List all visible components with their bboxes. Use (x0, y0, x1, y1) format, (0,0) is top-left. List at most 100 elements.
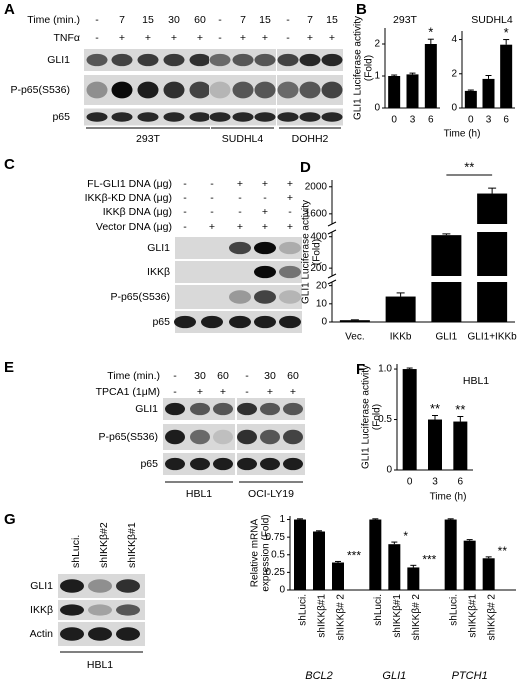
bar (388, 76, 401, 108)
bar (406, 74, 419, 108)
y-tick-label: 0.5 (271, 549, 285, 560)
blot-band (137, 53, 159, 67)
cell-line-label: HBL1 (87, 659, 113, 671)
time-value: - (218, 14, 222, 26)
y-tick-label: 1.0 (378, 364, 392, 375)
design-sign: - (263, 192, 267, 204)
blot-band (174, 315, 196, 329)
bar (431, 235, 462, 276)
x-tick-label: IKKb (390, 332, 412, 343)
x-tick-label: Vec. (345, 332, 364, 343)
bar (500, 44, 513, 108)
x-tick-label: 3 (432, 477, 438, 488)
x-tick-label: 0 (407, 477, 413, 488)
blot-band (299, 112, 321, 122)
time-value: 60 (217, 370, 229, 382)
axis-break (327, 229, 337, 235)
design-label: FL-GLI1 DNA (μg) (87, 178, 172, 190)
design-label: Vector DNA (μg) (96, 221, 172, 233)
x-tick-label: 0 (391, 115, 397, 126)
time-value: 15 (326, 14, 338, 26)
design-sign: + (209, 221, 215, 233)
treatment-sign: + (220, 386, 226, 398)
blot-band (254, 265, 276, 279)
blot-band (260, 402, 280, 416)
treatment-label: TNFα (54, 32, 80, 44)
design-sign: - (210, 206, 214, 218)
blot-row-label: P-p65(S536) (10, 84, 70, 96)
blot-band (254, 290, 276, 304)
blot-strip (175, 261, 302, 283)
significance-mark: ** (498, 544, 508, 558)
time-value: 7 (307, 14, 313, 26)
time-value: 30 (264, 370, 276, 382)
blot-band (88, 579, 112, 593)
time-value: 7 (240, 14, 246, 26)
blot-band (88, 604, 112, 616)
blot-band (283, 457, 303, 471)
x-tick-label: 6 (503, 115, 509, 126)
y-tick-label: 20 (316, 280, 328, 291)
y-tick-label: 0 (451, 103, 457, 114)
blot-band (277, 53, 299, 67)
design-sign: - (238, 192, 242, 204)
time-value: - (173, 370, 177, 382)
significance-mark: * (403, 529, 408, 543)
design-sign: - (183, 192, 187, 204)
axis-break (327, 279, 337, 285)
panel-letter: B (356, 1, 367, 18)
y-axis-label: (Fold) (372, 404, 383, 430)
blot-band (232, 53, 254, 67)
blot-band (163, 81, 185, 99)
significance-mark: ** (464, 159, 474, 174)
y-tick-label: 0.5 (378, 414, 392, 425)
blot-band (321, 81, 343, 99)
design-sign: - (288, 206, 292, 218)
blot-band (165, 457, 185, 471)
blot-band (237, 402, 257, 416)
x-tick-label: 6 (428, 115, 434, 126)
treatment-sign: + (197, 386, 203, 398)
treatment-sign: + (240, 32, 246, 44)
blot-band (88, 627, 112, 641)
time-value: - (95, 14, 99, 26)
bar (477, 193, 508, 224)
blot-band (116, 627, 140, 641)
blot-row-label: P-p65(S536) (98, 431, 158, 443)
y-tick-label: 0 (321, 317, 327, 328)
y-axis-label: (Fold) (364, 55, 375, 81)
bar (402, 369, 417, 470)
design-sign: - (183, 178, 187, 190)
x-axis-label: Time (h) (444, 129, 481, 140)
blot-band (86, 53, 108, 67)
y-axis-label: (Fold) (312, 239, 323, 265)
blot-band (86, 112, 108, 122)
blot-band (60, 627, 84, 641)
x-tick-label: 3 (486, 115, 492, 126)
blot-band (60, 604, 84, 616)
blot-band (213, 402, 233, 416)
x-tick-label: GLI1 (436, 332, 458, 343)
group-label: PTCH1 (452, 670, 488, 682)
design-sign: + (262, 206, 268, 218)
design-sign: - (210, 192, 214, 204)
blot-band (209, 81, 231, 99)
y-tick-label: 2 (451, 68, 457, 79)
chart-title: 293T (393, 14, 418, 26)
y-axis-label: expression (Fold) (261, 514, 272, 591)
blot-band (254, 315, 276, 329)
y-tick-label: 1 (279, 514, 285, 525)
blot-band (137, 112, 159, 122)
y-tick-label: 4 (451, 34, 457, 45)
blot-band (279, 290, 301, 304)
cell-line-label: SUDHL4 (222, 133, 264, 145)
time-value: - (245, 370, 249, 382)
significance-mark: * (504, 25, 509, 40)
time-value: 15 (142, 14, 154, 26)
x-tick-label: 6 (458, 477, 464, 488)
bar (339, 320, 370, 322)
time-value: 15 (259, 14, 271, 26)
blot-band (237, 457, 257, 471)
